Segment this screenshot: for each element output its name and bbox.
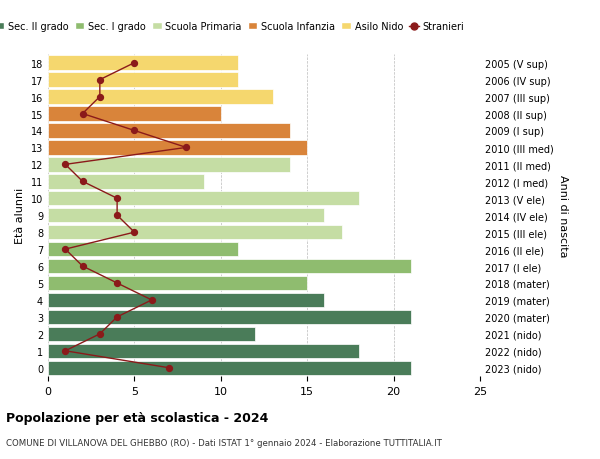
Point xyxy=(112,212,122,219)
Bar xyxy=(48,276,307,291)
Bar xyxy=(48,107,221,122)
Point xyxy=(130,128,139,135)
Point xyxy=(61,347,70,355)
Bar xyxy=(48,259,411,274)
Point xyxy=(78,178,88,185)
Bar xyxy=(48,56,238,71)
Bar xyxy=(48,344,359,358)
Point xyxy=(164,364,174,372)
Bar xyxy=(48,242,238,257)
Point xyxy=(95,77,104,84)
Legend: Sec. II grado, Sec. I grado, Scuola Primaria, Scuola Infanzia, Asilo Nido, Stran: Sec. II grado, Sec. I grado, Scuola Prim… xyxy=(0,18,468,36)
Bar xyxy=(48,124,290,138)
Bar xyxy=(48,158,290,172)
Point xyxy=(61,161,70,168)
Bar xyxy=(48,310,411,325)
Text: COMUNE DI VILLANOVA DEL GHEBBO (RO) - Dati ISTAT 1° gennaio 2024 - Elaborazione : COMUNE DI VILLANOVA DEL GHEBBO (RO) - Da… xyxy=(6,438,442,448)
Bar xyxy=(48,73,238,88)
Bar xyxy=(48,90,272,105)
Point xyxy=(95,330,104,338)
Point xyxy=(181,145,191,152)
Y-axis label: Età alunni: Età alunni xyxy=(15,188,25,244)
Bar xyxy=(48,208,325,223)
Bar xyxy=(48,327,256,341)
Point xyxy=(130,229,139,236)
Bar xyxy=(48,293,325,308)
Point xyxy=(112,313,122,321)
Point xyxy=(95,94,104,101)
Point xyxy=(78,263,88,270)
Bar xyxy=(48,361,411,375)
Bar xyxy=(48,175,203,189)
Y-axis label: Anni di nascita: Anni di nascita xyxy=(557,174,568,257)
Point xyxy=(78,111,88,118)
Text: Popolazione per età scolastica - 2024: Popolazione per età scolastica - 2024 xyxy=(6,411,268,424)
Point xyxy=(147,297,157,304)
Point xyxy=(130,60,139,67)
Point xyxy=(112,195,122,202)
Bar xyxy=(48,192,359,206)
Point xyxy=(61,246,70,253)
Bar xyxy=(48,141,307,155)
Bar xyxy=(48,225,342,240)
Point xyxy=(112,280,122,287)
